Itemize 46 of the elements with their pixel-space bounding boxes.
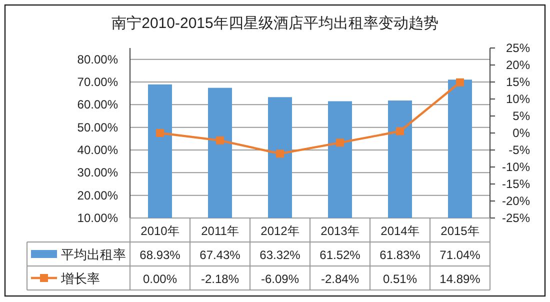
title: 南宁2010-2015年四星级酒店平均出租率变动趋势 — [112, 15, 438, 32]
point — [456, 78, 464, 86]
x-tick-label: 2011年 — [201, 224, 239, 238]
point — [396, 127, 404, 136]
y-tick-label: 30.00% — [77, 166, 118, 180]
y2-tick-label: -5% — [508, 143, 530, 157]
data-label: 71.04% — [440, 248, 481, 262]
data-label: 0.51% — [382, 272, 418, 286]
data-label: -6.09% — [260, 272, 300, 286]
y-tick-label: 20.00% — [77, 188, 118, 202]
legend-label: 增长率 — [60, 271, 100, 286]
y2-tick-label: 10% — [506, 92, 530, 106]
y-tick-label: 70.00% — [77, 75, 118, 89]
point — [276, 150, 284, 158]
data-label: 61.52% — [320, 248, 361, 262]
y2-tick-label: 20% — [506, 58, 530, 72]
data-label: 68.93% — [140, 248, 181, 262]
y2-tick-label: 0% — [512, 126, 530, 140]
x-tick-label: 2010年 — [140, 224, 180, 238]
y-tick-label: 40.00% — [77, 143, 118, 157]
data-label: 63.32% — [260, 248, 301, 262]
x-tick-label: 2012年 — [260, 224, 300, 238]
y-tick-label: 60.00% — [77, 98, 118, 112]
point — [156, 129, 164, 137]
y2-tick-label: -10% — [502, 160, 530, 174]
data-label: 61.83% — [380, 248, 421, 262]
data-label: -2.84% — [320, 272, 360, 286]
data-label: 0.00% — [142, 272, 178, 286]
legend-label: 平均出租率 — [61, 247, 126, 262]
x-tick-label: 2015年 — [440, 224, 480, 238]
y2-tick-label: 25% — [506, 41, 530, 55]
x-tick-label: 2013年 — [320, 224, 360, 238]
data-label: -2.18% — [200, 272, 240, 286]
y-tick-label: 80.00% — [77, 52, 118, 66]
y-tick-label: 50.00% — [77, 120, 118, 134]
point — [336, 138, 344, 147]
y2-tick-label: 15% — [506, 75, 530, 89]
data-label: 67.43% — [200, 248, 241, 262]
y2-tick-label: -25% — [502, 211, 530, 225]
data-label: 14.89% — [440, 272, 481, 286]
y2-tick-label: -20% — [502, 194, 530, 208]
point — [216, 136, 224, 144]
y2-tick-label: -15% — [502, 177, 530, 191]
y2-tick-label: 5% — [512, 109, 530, 123]
y-tick-label: 10.00% — [77, 211, 118, 225]
x-tick-label: 2014年 — [380, 224, 420, 238]
